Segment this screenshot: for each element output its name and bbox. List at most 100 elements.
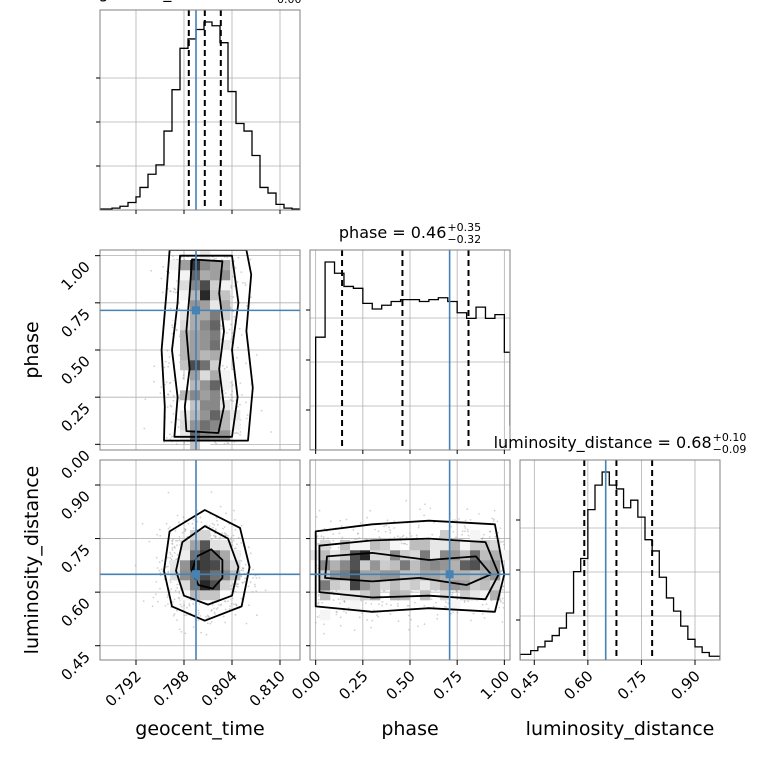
sample-point — [232, 539, 235, 542]
sample-point — [169, 433, 171, 436]
density-cell — [430, 550, 441, 561]
sample-point — [183, 604, 186, 607]
sample-point — [347, 607, 350, 609]
density-cell — [480, 580, 491, 591]
density-cell — [190, 370, 201, 381]
sample-point — [224, 621, 227, 624]
density-cell — [200, 390, 211, 401]
sample-point — [174, 589, 177, 592]
sample-point — [430, 598, 433, 601]
density-cell — [170, 270, 181, 281]
sample-point — [176, 619, 178, 621]
sample-point — [171, 435, 174, 438]
sample-point — [170, 581, 172, 584]
density-cell — [480, 560, 491, 571]
sample-point — [238, 327, 241, 330]
sample-point — [254, 574, 257, 577]
density-cell — [470, 570, 481, 581]
density-cell — [210, 590, 221, 601]
sample-point — [502, 606, 505, 609]
sample-point — [317, 542, 319, 545]
density-cell — [200, 560, 211, 571]
density-cell — [220, 260, 231, 271]
density-cell — [430, 540, 441, 551]
sample-point — [455, 590, 458, 593]
sample-point — [223, 526, 226, 528]
sample-point — [332, 533, 335, 535]
histogram-step-luminosity_distance — [520, 471, 720, 660]
truth-marker — [192, 306, 200, 315]
sample-point — [192, 527, 195, 530]
sample-point — [318, 593, 320, 596]
sample-point — [183, 528, 186, 530]
density-cell — [180, 580, 191, 591]
sample-point — [237, 536, 240, 539]
sample-point — [233, 603, 235, 606]
density-cell — [440, 540, 451, 551]
y-tick-label-phase: 0.50 — [57, 352, 93, 388]
sample-point — [205, 615, 208, 618]
sample-point — [232, 534, 235, 537]
density-cell — [200, 600, 211, 611]
sample-point — [463, 599, 466, 602]
density-cell — [180, 540, 191, 551]
density-cell — [190, 280, 201, 291]
density-content — [100, 460, 300, 660]
sample-point — [210, 621, 213, 623]
sample-point — [182, 374, 185, 377]
density-cell — [400, 590, 411, 601]
density-cell — [350, 540, 361, 551]
sample-point — [206, 614, 209, 617]
density-cell — [320, 550, 331, 561]
sample-point — [169, 390, 172, 393]
density-cell — [180, 300, 191, 311]
sample-point — [230, 584, 233, 587]
density-cell — [420, 570, 431, 581]
density-cell — [470, 580, 481, 591]
density-cell — [190, 380, 201, 391]
sample-point — [155, 556, 158, 559]
sample-point — [172, 399, 175, 402]
sample-point — [322, 536, 325, 538]
density-cell — [210, 560, 221, 571]
x-tick-label-geocent_time: 0.810 — [246, 667, 289, 710]
density-cell — [220, 570, 231, 581]
sample-point — [231, 335, 234, 337]
sample-point — [397, 605, 399, 607]
x-tick-label-luminosity_distance: 0.90 — [667, 667, 703, 703]
density-cell — [380, 570, 391, 581]
title-geocent_time: geocent_time = 0.80+0.00−0.00 — [99, 0, 302, 6]
density-cell — [220, 350, 231, 361]
sample-point — [352, 529, 355, 531]
density-cell — [210, 320, 221, 331]
sample-point — [205, 633, 208, 636]
sample-point — [499, 527, 502, 529]
sample-point — [225, 512, 227, 515]
sample-point — [210, 538, 213, 541]
sample-point — [250, 296, 252, 299]
sample-point — [212, 526, 214, 529]
sample-point — [167, 491, 170, 494]
sample-point — [343, 600, 346, 603]
sample-point — [244, 282, 247, 284]
density-cell — [180, 430, 191, 441]
sample-point — [318, 509, 321, 512]
density-cell — [440, 530, 451, 541]
sample-point — [249, 552, 252, 555]
density-cell — [200, 400, 211, 411]
sample-point — [481, 538, 484, 541]
sample-point — [178, 536, 181, 538]
sample-point — [327, 537, 329, 540]
density-cell — [180, 340, 191, 351]
sample-point — [178, 354, 181, 357]
sample-point — [168, 356, 171, 358]
density-cell — [340, 540, 351, 551]
sample-point — [249, 581, 252, 583]
density-cell — [200, 440, 211, 450]
sample-point — [404, 542, 406, 545]
density-cell — [410, 570, 421, 581]
sample-point — [233, 285, 236, 287]
density-cell — [190, 590, 201, 601]
sample-point — [143, 427, 146, 430]
sample-point — [222, 527, 224, 530]
